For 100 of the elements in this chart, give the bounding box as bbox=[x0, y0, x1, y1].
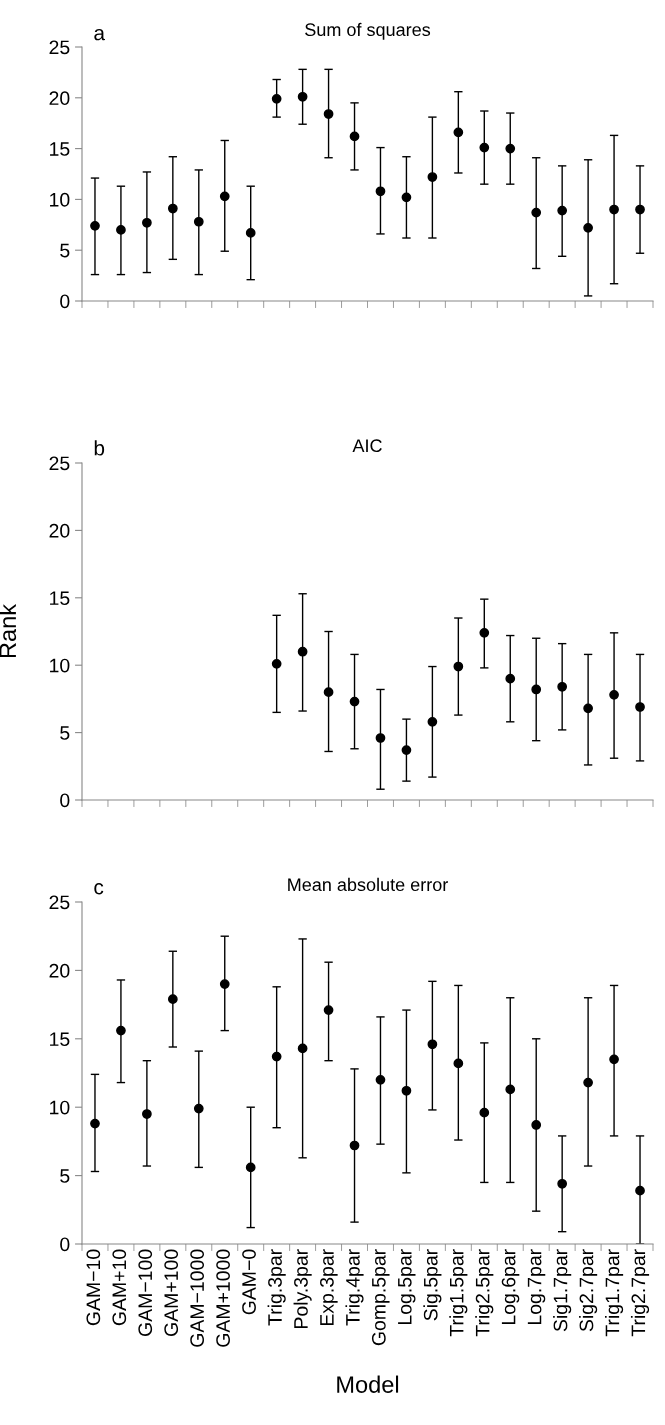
point bbox=[531, 684, 542, 695]
point bbox=[142, 217, 152, 228]
point bbox=[271, 93, 282, 104]
point bbox=[219, 979, 230, 989]
point bbox=[245, 228, 256, 238]
point bbox=[219, 191, 230, 202]
point bbox=[116, 225, 126, 235]
point bbox=[323, 109, 334, 119]
point bbox=[635, 204, 645, 215]
x-axis-title: Model bbox=[337, 1375, 399, 1393]
point bbox=[90, 1118, 100, 1129]
x-tick-label: Trig1.7par bbox=[605, 1249, 624, 1337]
point bbox=[401, 745, 412, 755]
point bbox=[401, 192, 412, 203]
point bbox=[271, 658, 282, 669]
x-tick-label: Gomp.5par bbox=[371, 1249, 390, 1346]
point bbox=[453, 661, 464, 672]
point bbox=[479, 627, 490, 638]
point bbox=[116, 1025, 126, 1036]
y-tick-label: 20 bbox=[49, 963, 70, 978]
point bbox=[375, 186, 386, 197]
x-tick-label: Sig2.7par bbox=[579, 1249, 598, 1332]
x-tick-label: GAM+100 bbox=[164, 1249, 179, 1336]
x-tick-label: Log.5par bbox=[398, 1249, 416, 1325]
point bbox=[479, 1107, 490, 1118]
chart-title: AIC bbox=[352, 439, 382, 453]
point bbox=[531, 207, 542, 218]
y-tick-label: 0 bbox=[60, 793, 70, 808]
point bbox=[583, 1077, 593, 1088]
chart-title: Sum of squares bbox=[305, 22, 431, 40]
point bbox=[349, 696, 360, 707]
chart-title: Mean absolute error bbox=[288, 877, 448, 892]
point bbox=[609, 689, 619, 700]
point bbox=[297, 1043, 308, 1054]
point bbox=[427, 172, 438, 182]
x-tick-label: Log.6par bbox=[501, 1249, 520, 1325]
y-tick-label: 15 bbox=[50, 1032, 70, 1047]
x-tick-label: Trig2.5par bbox=[475, 1249, 494, 1337]
y-tick-label: 10 bbox=[50, 658, 70, 673]
y-tick-label: 15 bbox=[50, 142, 70, 156]
point bbox=[323, 687, 334, 698]
point bbox=[349, 1140, 360, 1151]
x-tick-label: Exp.3par bbox=[320, 1249, 338, 1326]
point bbox=[427, 1039, 438, 1050]
x-tick-label: Sig1.7par bbox=[553, 1249, 572, 1332]
point bbox=[479, 142, 490, 153]
x-tick-label: GAM−0 bbox=[242, 1249, 256, 1315]
x-tick-label: Poly.3par bbox=[293, 1249, 312, 1328]
point bbox=[505, 143, 516, 154]
point bbox=[635, 702, 645, 712]
x-tick-label: GAM−1000 bbox=[190, 1249, 205, 1347]
point bbox=[557, 205, 568, 216]
text: c bbox=[94, 883, 104, 895]
x-tick-label: Log.7par bbox=[527, 1249, 546, 1325]
point bbox=[557, 1178, 568, 1189]
text: b bbox=[94, 440, 105, 456]
point bbox=[531, 1120, 542, 1130]
point bbox=[583, 222, 593, 233]
point bbox=[90, 220, 100, 231]
point bbox=[375, 1074, 386, 1085]
point bbox=[453, 1058, 464, 1069]
point bbox=[557, 681, 568, 692]
y-tick-label: 15 bbox=[50, 591, 70, 606]
point bbox=[323, 1005, 334, 1015]
y-tick-label: 10 bbox=[50, 1100, 70, 1115]
point bbox=[505, 673, 516, 684]
y-tick-label: 20 bbox=[49, 91, 70, 106]
y-tick-label: 10 bbox=[50, 192, 70, 207]
point bbox=[297, 646, 308, 657]
point bbox=[609, 1054, 619, 1065]
y-tick-label: 25 bbox=[49, 456, 70, 471]
point bbox=[245, 1162, 256, 1173]
point bbox=[401, 1085, 412, 1096]
y-tick-label: 0 bbox=[60, 294, 70, 309]
point bbox=[427, 716, 438, 727]
y-tick-label: 5 bbox=[60, 1169, 70, 1183]
point bbox=[453, 127, 464, 138]
point bbox=[609, 204, 619, 215]
point bbox=[193, 216, 204, 227]
point bbox=[167, 994, 178, 1004]
x-tick-label: Trig2.7par bbox=[630, 1249, 650, 1337]
point bbox=[375, 733, 386, 743]
y-tick-label: 5 bbox=[60, 726, 70, 740]
x-tick-label: GAM+10 bbox=[112, 1249, 127, 1326]
x-tick-label: Trig.3par bbox=[267, 1249, 286, 1326]
point bbox=[505, 1084, 516, 1095]
y-tick-label: 25 bbox=[49, 40, 70, 55]
point bbox=[583, 703, 593, 714]
x-tick-label: Sig.5par bbox=[423, 1249, 442, 1321]
point bbox=[297, 91, 308, 102]
point bbox=[167, 203, 178, 214]
y-tick-label: 0 bbox=[60, 1237, 70, 1252]
point bbox=[635, 1185, 645, 1196]
point bbox=[349, 131, 360, 142]
y-tick-label: 20 bbox=[49, 523, 70, 538]
y-tick-label: 25 bbox=[49, 895, 70, 910]
text: a bbox=[94, 28, 106, 41]
point bbox=[142, 1109, 152, 1119]
x-tick-label: Trig.4par bbox=[345, 1249, 364, 1326]
point bbox=[271, 1051, 282, 1062]
